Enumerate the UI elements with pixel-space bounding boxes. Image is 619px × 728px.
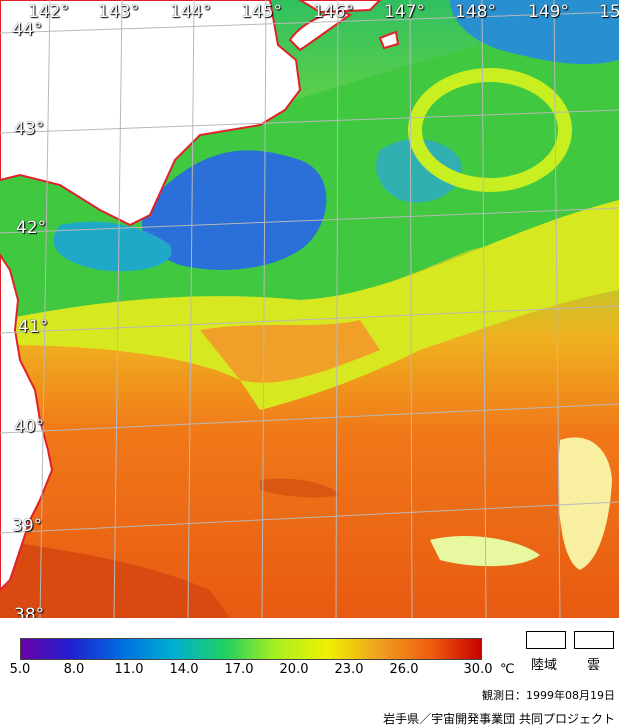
scale-tick: 17.0 [224,662,254,677]
lat-label-40: 40° [14,417,45,437]
temperature-color-scale [20,638,482,660]
lon-label-142: 142° [28,2,69,22]
eddy-cyan [376,139,462,203]
scale-tick: 30.0 [463,662,493,677]
scale-tick: 8.0 [63,662,85,677]
warm-water-light [200,320,380,383]
lon-label-145: 145° [241,2,282,22]
scale-tick: 26.0 [389,662,419,677]
lon-label-148: 148° [455,2,496,22]
scale-tick: 14.0 [169,662,199,677]
land-hokkaido [0,0,302,227]
land-swatch-label: 陸域 [531,658,558,673]
lat-label-43: 43° [14,119,45,139]
observation-date: 観測日：1999年08月19日 [482,689,615,702]
cold-current-blue [141,150,327,270]
lon-label-146: 146° [313,2,354,22]
scale-tick: 20.0 [279,662,309,677]
lat-label-39: 39° [12,516,43,536]
lon-label-150: 15 [599,2,619,22]
scale-tick: 5.0 [9,662,31,677]
lon-label-149: 149° [528,2,569,22]
warm-streak [260,478,340,498]
lon-label-143: 143° [98,2,139,22]
lat-label-44: 44° [12,20,43,40]
graticule [0,0,619,618]
sea-surface-temperature-map: 142° 143° 144° 145° 146° 147° 148° 149° … [0,0,619,618]
map-graphic [0,0,619,618]
cold-current-cyan [53,221,172,272]
land-swatch [526,631,566,649]
lon-label-144: 144° [170,2,211,22]
project-credit: 岩手県／宇宙開発事業団 共同プロジェクト [383,712,615,726]
lat-label-41: 41° [18,317,49,337]
lat-label-42: 42° [16,218,47,238]
cloud-patch-2 [430,535,540,567]
land-shikotan [378,30,400,50]
lon-label-147: 147° [384,2,425,22]
land-top-strip [298,0,382,14]
cloud-swatch-label: 雲 [587,658,601,673]
mid-yellow-band [0,200,619,410]
land-kuril-island [288,8,352,52]
land-honshu [0,253,54,592]
lat-label-38: 38° [14,605,45,619]
scale-tick: 11.0 [114,662,144,677]
unit-label: ℃ [500,662,515,677]
warm-eddy-ring [408,68,572,192]
scale-tick: 23.0 [334,662,364,677]
cloud-swatch [574,631,614,649]
